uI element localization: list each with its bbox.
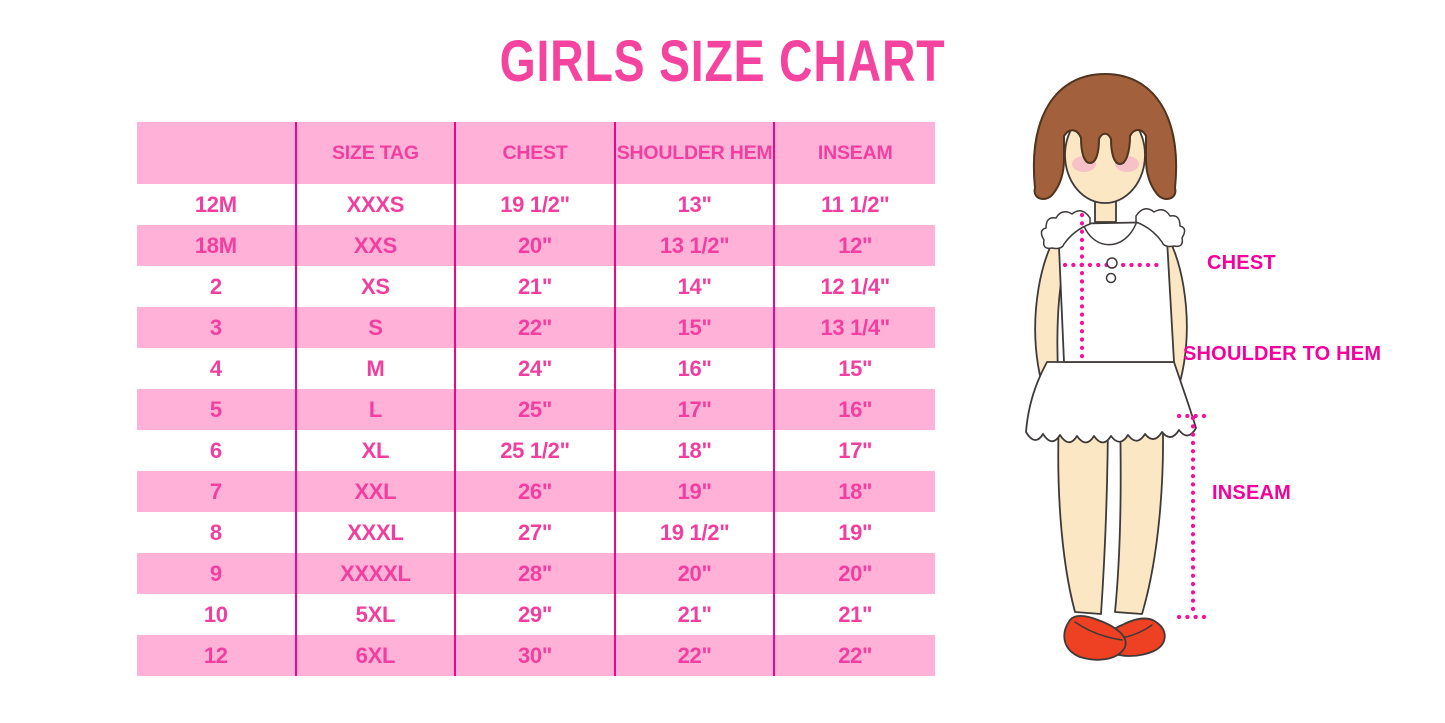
table-row: 7 XXL 26" 19" 18" (137, 471, 935, 512)
table-cell: 4 (137, 348, 297, 389)
table-cell: 15" (838, 355, 873, 381)
size-chart-table: SIZE TAG CHEST SHOULDER HEM INSEAM 12M XXXS 19… (137, 122, 935, 676)
table-cell: 19 1/2" (616, 512, 776, 553)
shoe-left (1063, 614, 1127, 661)
table-row: 12 6XL 30" 22" 22" (137, 635, 935, 676)
table-cell: XS (297, 266, 457, 307)
table-cell: 28" (456, 553, 616, 594)
table-cell: 14" (616, 266, 776, 307)
table-cell: M (297, 348, 457, 389)
header-cell: SHOULDER HEM (616, 122, 776, 184)
table-cell: 6 (137, 430, 297, 471)
table-cell: XXXL (297, 512, 457, 553)
table-cell: S (297, 307, 457, 348)
table-cell: 5 (137, 389, 297, 430)
inseam-measurement-label: INSEAM (1212, 482, 1291, 504)
shoe-left-strap (1074, 621, 1123, 641)
table-cell: XXXS (297, 184, 457, 225)
table-row: 18M XXS 20" 13 1/2" 12" (137, 225, 935, 266)
page-title: GIRLS SIZE CHART (499, 29, 946, 94)
table-cell: L (297, 389, 457, 430)
table-cell: 18" (616, 430, 776, 471)
top-button-2 (1105, 272, 1117, 284)
shoulder-to-hem-measurement-label: SHOULDER TO HEM (1183, 343, 1382, 365)
girl-top (1057, 221, 1175, 363)
table-cell: 12M (137, 184, 297, 225)
top-button-1 (1106, 257, 1118, 269)
table-cell: 17" (616, 389, 776, 430)
header-cell (137, 122, 297, 184)
header-cell: INSEAM (817, 141, 893, 164)
table-cell: 5XL (297, 594, 457, 635)
table-cell: XXXXL (297, 553, 457, 594)
table-cell: 15" (616, 307, 776, 348)
table-cell: 12 (137, 635, 297, 676)
table-cell: 8 (137, 512, 297, 553)
table-cell: 16" (838, 396, 873, 422)
table-row: 9 XXXXL 28" 20" 20" (137, 553, 935, 594)
table-cell: 3 (137, 307, 297, 348)
table-row: 4 M 24" 16" 15" (137, 348, 935, 389)
table-cell: 20" (616, 553, 776, 594)
girl-illustration (1025, 73, 1210, 661)
girl-leg-right (1114, 399, 1164, 615)
table-cell: 16" (616, 348, 776, 389)
table-cell: 25" (456, 389, 616, 430)
table-cell: 6XL (297, 635, 457, 676)
table-cell: 20" (456, 225, 616, 266)
table-cell: 18" (838, 478, 873, 504)
table-cell: 24" (456, 348, 616, 389)
table-cell: XXL (297, 471, 457, 512)
table-cell: 25 1/2" (456, 430, 616, 471)
table-cell: 2 (137, 266, 297, 307)
table-cell: 19" (616, 471, 776, 512)
table-cell: XL (297, 430, 457, 471)
ruffle-left (1040, 210, 1091, 250)
table-cell: 29" (456, 594, 616, 635)
table-cell: 20" (838, 560, 873, 586)
measurement-figure: CHEST SHOULDER TO HEM INSEAM (1000, 60, 1445, 723)
table-cell: 21" (456, 266, 616, 307)
table-row: 6 XL 25 1/2" 18" 17" (137, 430, 935, 471)
chest-measurement-label: CHEST (1207, 252, 1276, 274)
table-cell: 10 (137, 594, 297, 635)
table-cell: 26" (456, 471, 616, 512)
table-cell: 13 1/2" (616, 225, 776, 266)
girl-leg-left (1057, 399, 1109, 615)
table-row: 10 5XL 29" 21" 21" (137, 594, 935, 635)
header-cell: SIZE TAG (297, 122, 457, 184)
table-cell: 22" (456, 307, 616, 348)
table-cell: 19 1/2" (456, 184, 616, 225)
table-cell: 13 1/4" (820, 314, 890, 340)
table-cell: 12" (838, 232, 873, 258)
table-row: 3 S 22" 15" 13 1/4" (137, 307, 935, 348)
table-cell: 11 1/2" (821, 191, 890, 217)
table-cell: 12 1/4" (820, 273, 890, 299)
table-row: 8 XXXL 27" 19 1/2" 19" (137, 512, 935, 553)
table-cell: 17" (838, 437, 873, 463)
table-row: 5 L 25" 17" 16" (137, 389, 935, 430)
table-cell: 27" (456, 512, 616, 553)
table-cell: 9 (137, 553, 297, 594)
table-cell: 30" (456, 635, 616, 676)
table-cell: 19" (838, 519, 873, 545)
table-cell: XXS (297, 225, 457, 266)
header-cell: CHEST (456, 122, 616, 184)
table-cell: 13" (616, 184, 776, 225)
table-header-row: SIZE TAG CHEST SHOULDER HEM INSEAM (137, 122, 935, 184)
girl-hair (1033, 73, 1177, 200)
table-row: 12M XXXS 19 1/2" 13" 11 1/2" (137, 184, 935, 225)
table-cell: 21" (838, 601, 873, 627)
table-cell: 22" (838, 642, 873, 668)
girl-skirt (1025, 361, 1197, 444)
table-cell: 7 (137, 471, 297, 512)
table-cell: 22" (616, 635, 776, 676)
table-cell: 18M (137, 225, 297, 266)
table-row: 2 XS 21" 14" 12 1/4" (137, 266, 935, 307)
table-cell: 21" (616, 594, 776, 635)
ruffle-right (1135, 208, 1186, 248)
